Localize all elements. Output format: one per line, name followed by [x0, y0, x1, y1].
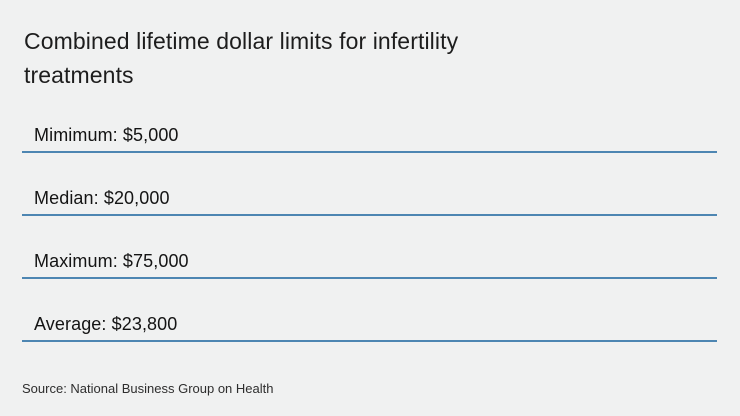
chart-title: Combined lifetime dollar limits for infe… — [24, 24, 458, 92]
limit-label-median: Median: $20,000 — [34, 188, 170, 208]
limit-row-maximum: Maximum: $75,000 — [22, 251, 717, 279]
limit-rows: Mimimum: $5,000 Median: $20,000 Maximum:… — [22, 125, 717, 377]
chart-title-line2: treatments — [24, 62, 134, 88]
limit-label-average: Average: $23,800 — [34, 314, 178, 334]
source-attribution: Source: National Business Group on Healt… — [22, 381, 274, 396]
limit-label-maximum: Maximum: $75,000 — [34, 251, 189, 271]
limit-row-average: Average: $23,800 — [22, 314, 717, 342]
limit-label-minimum: Mimimum: $5,000 — [34, 125, 179, 145]
limit-row-minimum: Mimimum: $5,000 — [22, 125, 717, 153]
chart-title-line1: Combined lifetime dollar limits for infe… — [24, 28, 459, 54]
limit-row-median: Median: $20,000 — [22, 188, 717, 216]
